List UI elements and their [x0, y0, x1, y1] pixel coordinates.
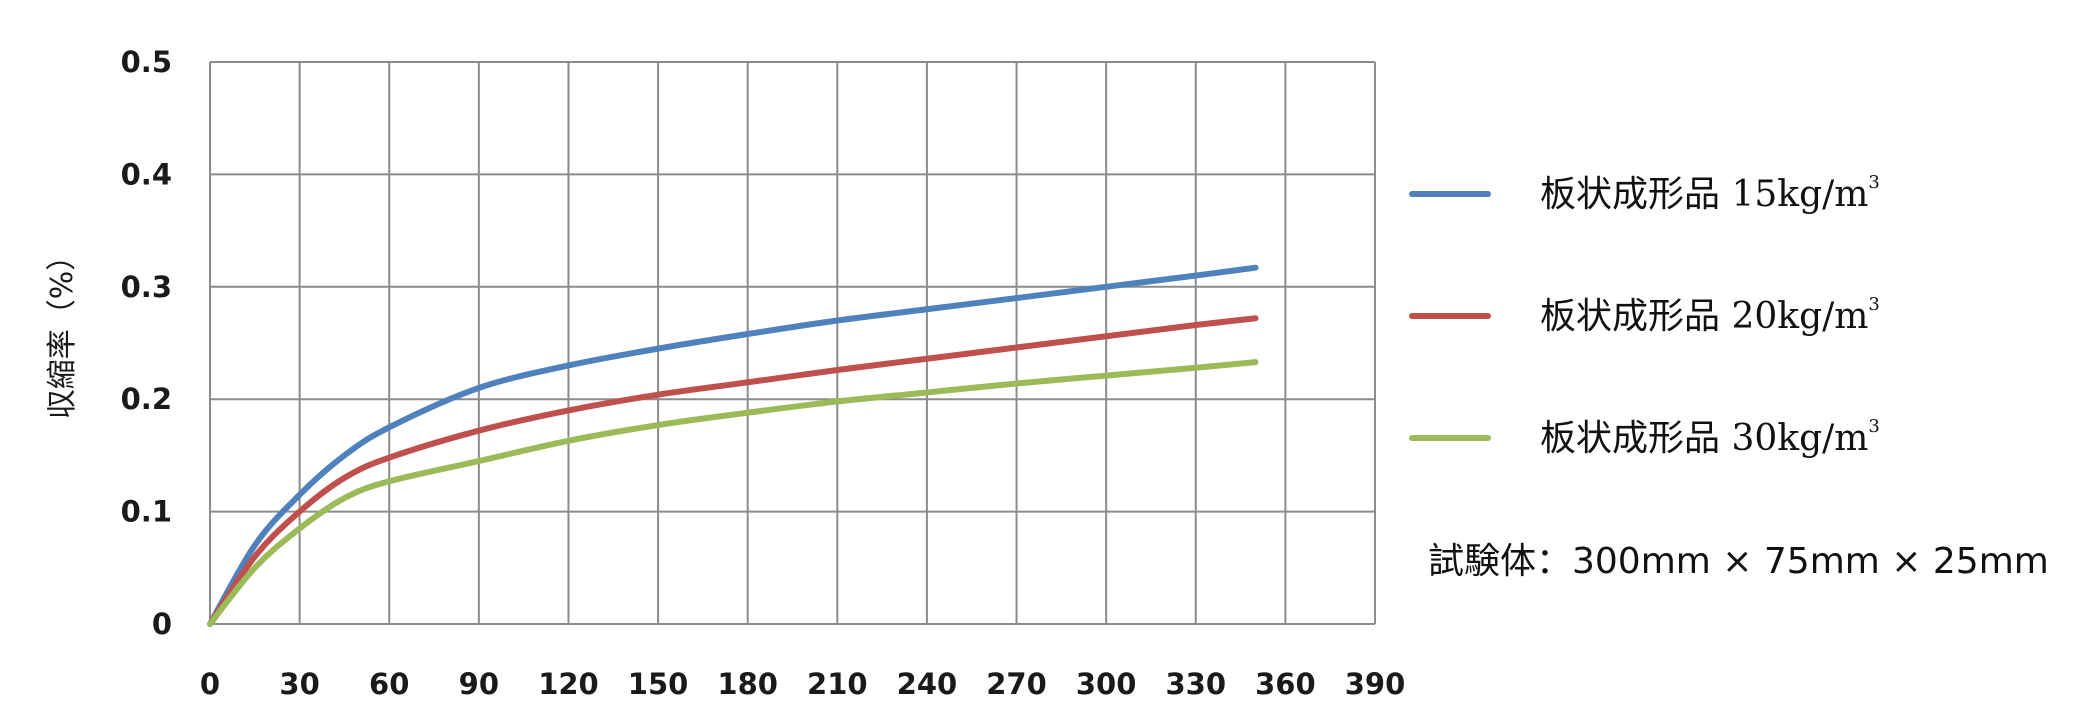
series-line-2 [207, 315, 1259, 627]
x-tick-label: 150 [628, 667, 689, 701]
series-line-1 [207, 264, 1259, 627]
legend-label-2: 板状成形品 20kg/m3 [1540, 294, 1880, 337]
y-tick-label: 0.5 [121, 45, 172, 79]
y-axis-label: 収縮率（%） [45, 241, 80, 420]
plot-grid [209, 61, 1376, 625]
x-tick-labels: 0 30 60 90 120 150 180 210 240 270 300 330 360 390 [200, 667, 1405, 701]
legend: 板状成形品 15kg/m3 板状成形品 20kg/m3 板状成形品 30kg/m3 [1409, 172, 1880, 459]
x-tick-label: 300 [1076, 667, 1137, 701]
x-tick-label: 330 [1165, 667, 1226, 701]
x-tick-label: 390 [1345, 667, 1406, 701]
x-tick-label: 30 [279, 667, 319, 701]
x-tick-label: 270 [986, 667, 1047, 701]
x-tick-label: 240 [897, 667, 958, 701]
y-tick-label: 0.3 [121, 270, 172, 304]
x-tick-label: 60 [369, 667, 409, 701]
x-tick-label: 180 [717, 667, 778, 701]
series-lines [207, 264, 1259, 627]
series-line-3 [207, 359, 1259, 627]
legend-label-3: 板状成形品 30kg/m3 [1540, 416, 1880, 459]
legend-label-1: 板状成形品 15kg/m3 [1540, 172, 1880, 215]
x-tick-label: 90 [459, 667, 499, 701]
y-tick-label: 0.2 [121, 382, 172, 416]
x-tick-label: 120 [538, 667, 599, 701]
y-tick-label: 0.1 [121, 495, 172, 529]
y-tick-label: 0 [152, 607, 172, 641]
x-tick-label: 210 [807, 667, 868, 701]
y-tick-labels: 0 0.1 0.2 0.3 0.4 0.5 [121, 45, 172, 641]
specimen-note: 試験体：300mm × 75mm × 25mm [1428, 541, 2049, 582]
x-tick-label: 0 [200, 667, 220, 701]
x-tick-label: 360 [1255, 667, 1316, 701]
y-tick-label: 0.4 [121, 157, 172, 191]
